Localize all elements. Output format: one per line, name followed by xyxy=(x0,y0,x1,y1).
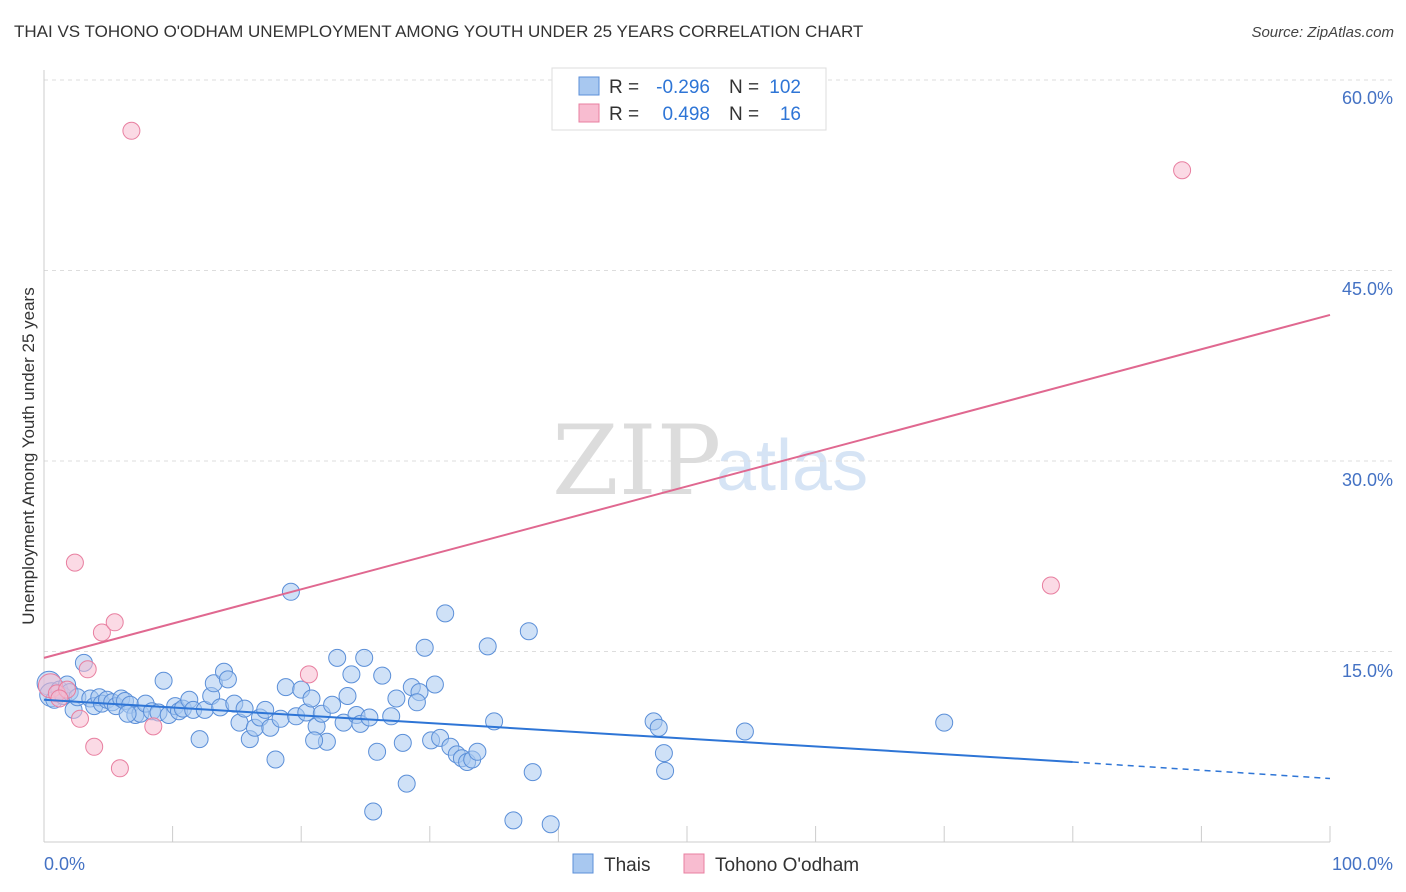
point-tohono xyxy=(1041,576,1060,595)
point-thais xyxy=(415,638,434,657)
point-thais xyxy=(387,689,406,708)
point-tohono xyxy=(1173,161,1192,180)
point-thais xyxy=(355,648,374,667)
point-tohono xyxy=(144,717,163,736)
point-thais xyxy=(393,733,412,752)
point-tohono xyxy=(78,660,97,679)
point-thais xyxy=(218,670,237,689)
point-thais xyxy=(407,693,426,712)
legend-swatch-thais xyxy=(578,76,600,96)
legend-n-value-thais: 102 xyxy=(769,77,801,98)
point-tohono xyxy=(105,613,124,632)
point-tohono xyxy=(110,759,129,778)
point-thais xyxy=(519,622,538,641)
watermark-atlas: atlas xyxy=(716,426,868,506)
point-thais xyxy=(360,708,379,727)
chart-title: THAI VS TOHONO O'ODHAM UNEMPLOYMENT AMON… xyxy=(14,22,864,41)
series-tohono-points xyxy=(37,121,1192,778)
point-thais xyxy=(368,742,387,761)
point-tohono xyxy=(65,553,84,572)
series-legend: Thais Tohono O'odham xyxy=(572,853,859,876)
y-axis-label: Unemployment Among Youth under 25 years xyxy=(19,287,38,624)
bottom-legend-label-tohono: Tohono O'odham xyxy=(715,855,859,876)
point-thais xyxy=(504,811,523,830)
point-tohono xyxy=(122,121,141,140)
trend-lines xyxy=(43,313,1331,780)
legend-r-value-thais: -0.296 xyxy=(656,77,710,98)
correlation-legend: R = -0.296 N = 102 R = 0.498 N = 16 xyxy=(551,67,827,131)
point-thais xyxy=(190,730,209,749)
point-thais xyxy=(302,689,321,708)
point-thais xyxy=(654,744,673,763)
point-thais xyxy=(656,761,675,780)
point-thais xyxy=(541,815,560,834)
y-tick-label-30: 30.0% xyxy=(1342,470,1393,490)
point-thais xyxy=(323,695,342,714)
legend-r-value-tohono: 0.498 xyxy=(662,104,710,125)
y-tick-label-15: 15.0% xyxy=(1342,661,1393,681)
point-thais xyxy=(266,750,285,769)
x-tick-label-100: 100.0% xyxy=(1332,854,1393,874)
point-tohono xyxy=(71,709,89,728)
point-tohono xyxy=(92,623,111,642)
point-thais xyxy=(649,718,668,737)
legend-n-label-thais: N = xyxy=(729,77,759,98)
point-thais xyxy=(235,699,254,718)
bottom-legend-swatch-thais xyxy=(572,853,594,874)
point-tohono xyxy=(85,737,104,756)
y-tick-label-45: 45.0% xyxy=(1342,279,1393,299)
source-label: Source: ZipAtlas.com xyxy=(1251,24,1394,41)
point-thais xyxy=(425,675,444,694)
point-thais xyxy=(328,648,347,667)
point-thais xyxy=(382,707,401,726)
point-thais xyxy=(256,700,275,719)
point-thais xyxy=(523,763,542,782)
point-thais xyxy=(338,687,357,705)
point-tohono xyxy=(299,665,318,684)
y-tick-label-60: 60.0% xyxy=(1342,88,1393,108)
trend-line-thais xyxy=(43,698,1073,763)
x-tick-label-0: 0.0% xyxy=(44,854,85,874)
point-thais xyxy=(397,774,416,793)
legend-swatch-tohono xyxy=(578,103,600,123)
legend-n-value-tohono: 16 xyxy=(780,104,801,125)
point-thais xyxy=(478,637,497,656)
legend-r-label-thais: R = xyxy=(609,77,639,98)
point-thais xyxy=(373,666,392,685)
point-thais xyxy=(485,712,504,731)
bottom-legend-label-thais: Thais xyxy=(604,855,650,876)
trend-line-thais-extension xyxy=(1072,761,1331,780)
legend-r-label-tohono: R = xyxy=(609,104,639,125)
point-thais xyxy=(436,604,455,623)
trend-line-tohono xyxy=(43,313,1331,659)
point-thais xyxy=(276,678,295,697)
y-tick-labels: 60.0% 45.0% 30.0% 15.0% xyxy=(1342,88,1393,681)
x-tick-marks xyxy=(172,826,1331,842)
point-thais xyxy=(735,722,754,741)
point-thais xyxy=(305,731,324,750)
bottom-legend-swatch-tohono xyxy=(683,853,705,874)
point-thais xyxy=(468,742,487,761)
point-thais xyxy=(118,704,137,723)
grid-lines xyxy=(44,79,1393,652)
legend-n-label-tohono: N = xyxy=(729,104,759,125)
point-thais xyxy=(154,671,173,690)
point-thais xyxy=(935,713,954,732)
point-thais xyxy=(342,665,361,684)
point-thais xyxy=(364,802,383,821)
point-tohono xyxy=(50,689,69,708)
